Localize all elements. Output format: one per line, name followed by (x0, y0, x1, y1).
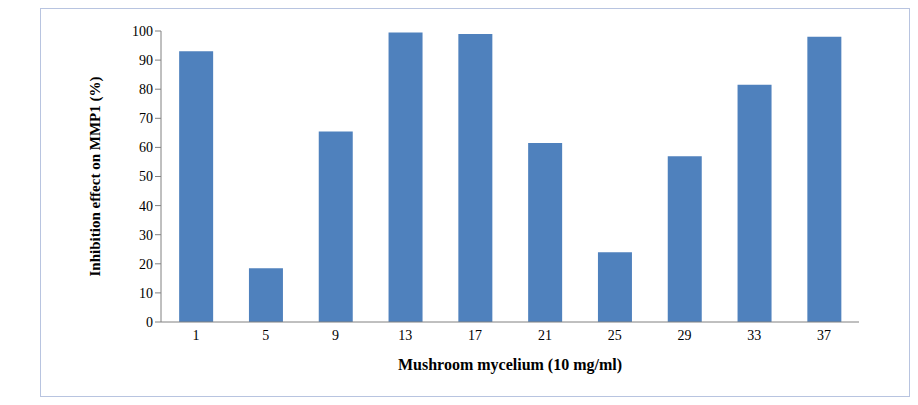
svg-text:30: 30 (139, 228, 153, 243)
svg-text:10: 10 (139, 286, 153, 301)
svg-text:1: 1 (192, 328, 199, 343)
svg-text:5: 5 (262, 328, 269, 343)
svg-text:90: 90 (139, 53, 153, 68)
svg-text:100: 100 (132, 24, 153, 39)
svg-text:0: 0 (146, 315, 153, 330)
svg-text:37: 37 (817, 328, 831, 343)
svg-text:Mushroom mycelium (10 mg/ml): Mushroom mycelium (10 mg/ml) (398, 356, 622, 374)
svg-text:70: 70 (139, 111, 153, 126)
svg-text:29: 29 (678, 328, 692, 343)
svg-text:80: 80 (139, 82, 153, 97)
svg-text:Inhibition effect on MMP1 (%): Inhibition effect on MMP1 (%) (87, 77, 104, 277)
svg-text:13: 13 (398, 328, 412, 343)
svg-text:60: 60 (139, 140, 153, 155)
svg-text:17: 17 (468, 328, 482, 343)
svg-text:33: 33 (747, 328, 761, 343)
svg-text:40: 40 (139, 199, 153, 214)
svg-text:20: 20 (139, 257, 153, 272)
svg-text:21: 21 (538, 328, 552, 343)
svg-text:50: 50 (139, 169, 153, 184)
svg-text:25: 25 (608, 328, 622, 343)
svg-text:9: 9 (332, 328, 339, 343)
